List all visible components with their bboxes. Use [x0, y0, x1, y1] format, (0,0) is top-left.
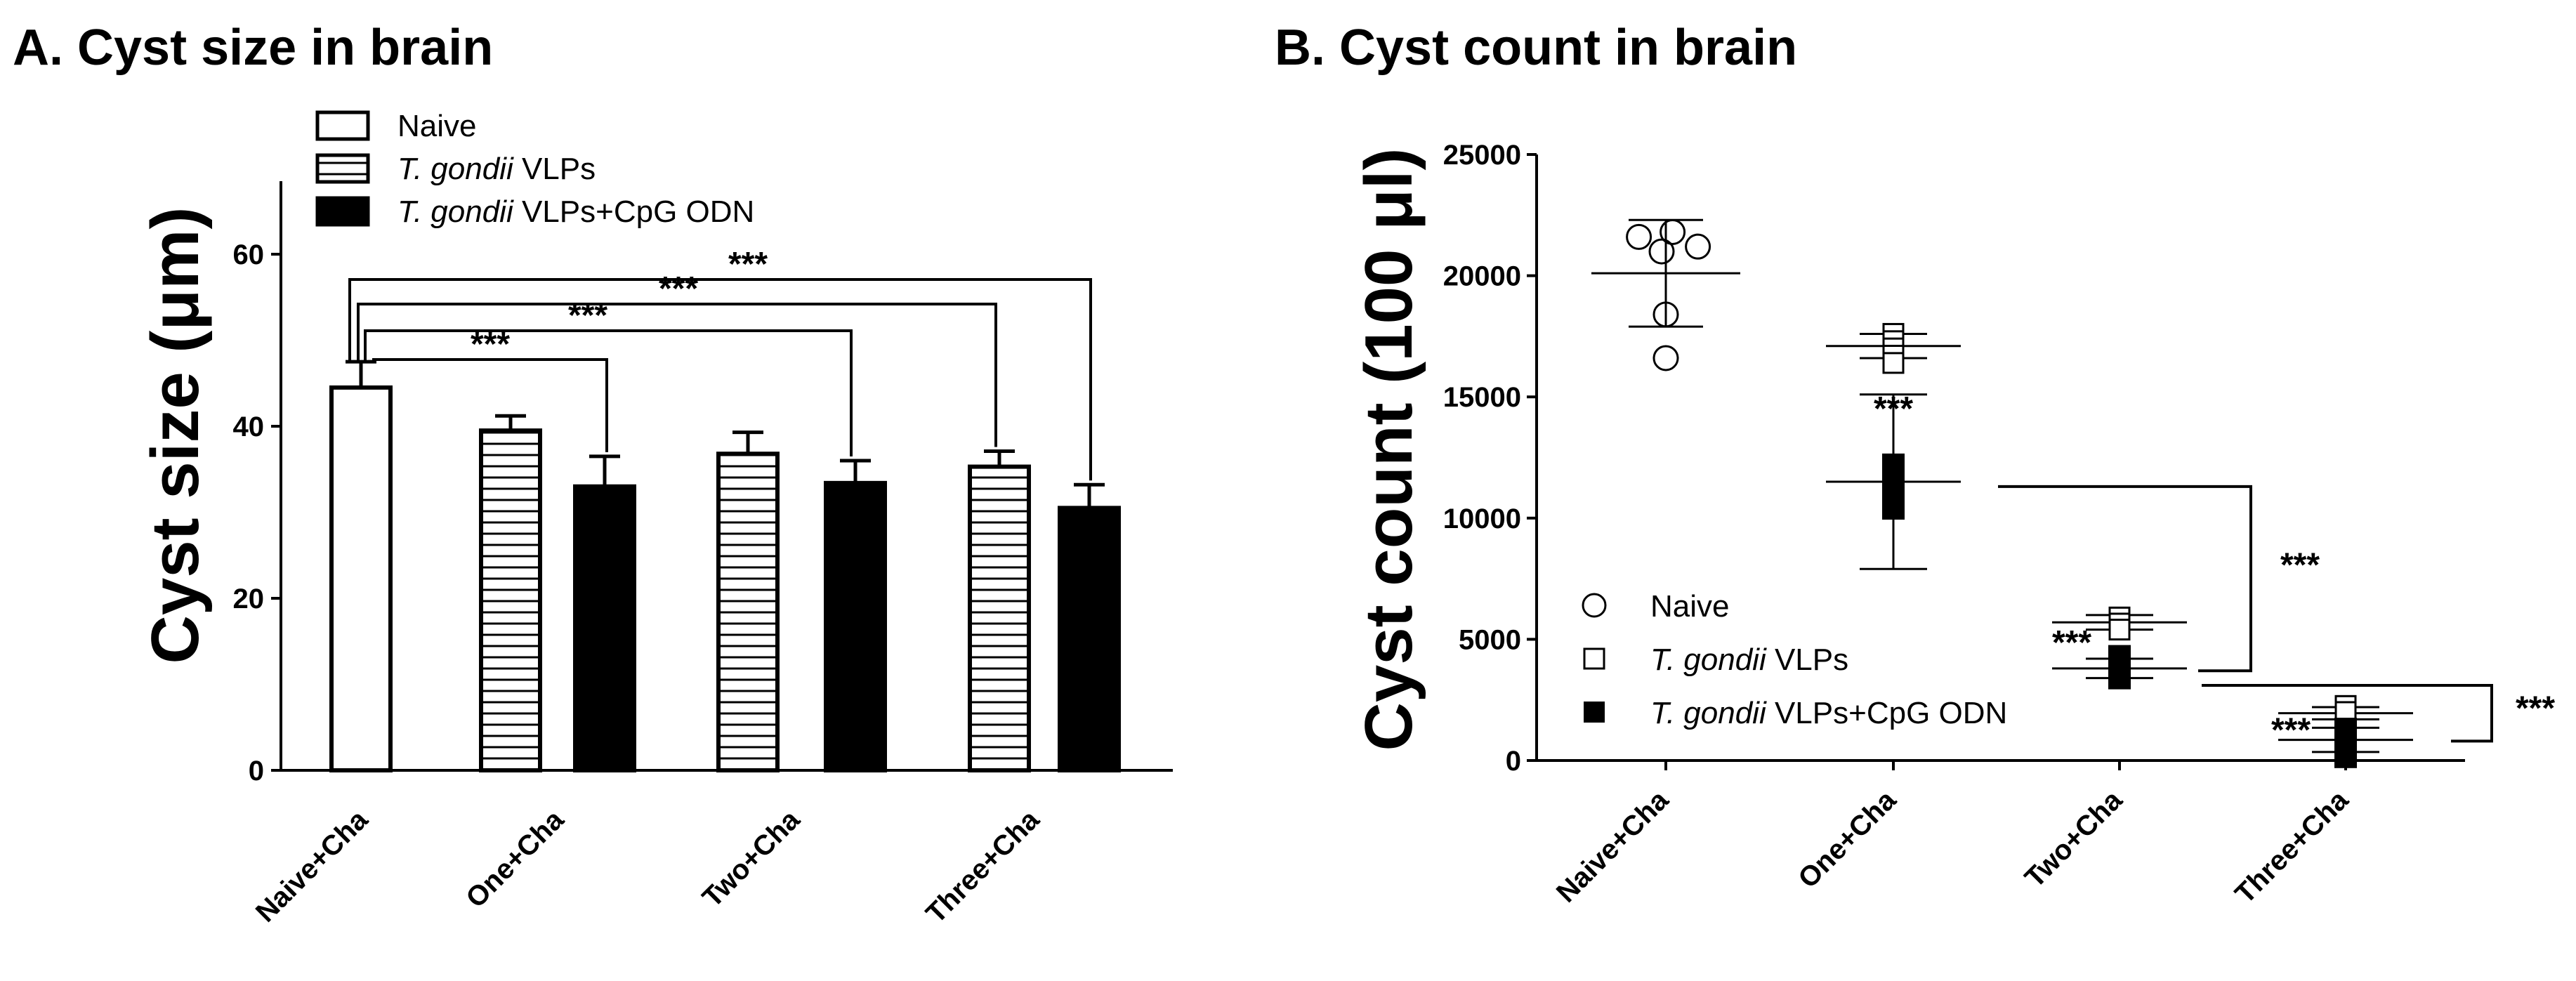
panel-a-bar: [329, 385, 393, 772]
panel-b-point: [2334, 745, 2357, 768]
panel-a-bar: [1058, 506, 1121, 772]
panel-b-significance-label: ***: [2052, 624, 2091, 661]
panel-b-point: [1660, 218, 1686, 245]
panel-a-legend-swatch: [315, 153, 370, 184]
panel-b-legend-marker: [1583, 647, 1605, 670]
panel-b-legend-label: T. gondii VLPs+CpG ODN: [1650, 696, 2007, 730]
panel-a-y-tick-label: 0: [249, 756, 264, 786]
panel-a-significance-bracket: [372, 358, 608, 452]
panel-a-significance-bracket: [364, 329, 853, 456]
panel-b-category-labels: Naive+Cha One+Cha Two+Cha Three+Cha: [1551, 784, 2355, 910]
panel-b-points: [1591, 218, 2413, 768]
panel-b-y-tick-label: 20000: [1443, 261, 1521, 292]
panel-b-significance-bracket: [2202, 683, 2493, 743]
panel-a-significance: ************: [348, 246, 1092, 481]
panel-a-y-tick-label: 40: [233, 412, 265, 442]
panel-b-y-tick-label: 10000: [1443, 503, 1521, 534]
panel-a-y-axis-label: Cyst size (μm): [138, 207, 213, 664]
panel-a-bar: [479, 428, 542, 772]
panel-b-significance-bracket: [1998, 485, 2252, 673]
panel-a-bar: [573, 484, 636, 772]
panel-b-category-label: Naive+Cha: [1551, 784, 1675, 909]
panel-b-y-tick-label: 0: [1506, 746, 1521, 777]
panel-a-y-tick-label: 20: [233, 584, 265, 614]
panel-a-legend: Naive T. gondii VLPs T. gondii VLPs+CpG OD…: [315, 109, 754, 229]
panel-b-category-label: Three+Cha: [2229, 784, 2355, 910]
panel-b-legend-marker: [1584, 702, 1605, 723]
panel-b-significance-label: ***: [2280, 547, 2320, 584]
panel-a-legend-label: T. gondii VLPs: [397, 152, 596, 186]
panel-b-point: [2108, 619, 2131, 641]
panel-a-category-label: Naive+Cha: [250, 804, 374, 928]
panel-b-significance: *** *** *** *** ***: [1874, 390, 2555, 749]
panel-a-significance-bracket: [348, 278, 1092, 481]
panel-b-y-tick-label: 5000: [1459, 624, 1521, 655]
panel-a-legend-label: Naive: [397, 109, 477, 143]
panel-b-point: [2108, 666, 2131, 690]
panel-b: B. Cyst count in brain Cyst count (100 μ…: [1275, 20, 2555, 909]
panel-a-legend-swatch: [315, 196, 370, 227]
panel-a-title: A. Cyst size in brain: [13, 20, 493, 76]
panel-a-category-label: Three+Cha: [920, 804, 1046, 930]
panel-b-category-label: Two+Cha: [2019, 784, 2129, 894]
panel-a-bar: [716, 452, 780, 772]
panel-a-category-label: Two+Cha: [697, 804, 806, 914]
panel-b-y-axis-label: Cyst count (100 μl): [1351, 148, 1426, 751]
panel-b-point: [1652, 345, 1679, 371]
panel-a-category-labels: Naive+Cha One+Cha Two+Cha Three+Cha: [250, 804, 1046, 930]
panel-b-legend-label: Naive: [1650, 589, 1730, 624]
panel-b-point: [1652, 301, 1679, 328]
panel-b-y-tick-label: 15000: [1443, 382, 1521, 413]
panel-a-legend-swatch: [315, 110, 370, 141]
panel-b-y-tick-label: 25000: [1443, 140, 1521, 171]
panel-b-point: [1626, 223, 1652, 250]
panel-a-category-label: One+Cha: [460, 804, 570, 914]
panel-b-point: [1882, 496, 1905, 520]
panel-b-point: [1882, 352, 1905, 374]
panel-b-category-label: One+Cha: [1792, 784, 1903, 895]
panel-b-title: B. Cyst count in brain: [1275, 20, 1797, 76]
panel-b-point: [1648, 238, 1675, 265]
panel-a-y-tick-label: 60: [233, 239, 265, 270]
panel-b-axes: 0 5000 10000 15000 20000 25000: [1443, 140, 2465, 777]
panel-b-legend-marker: [1582, 593, 1607, 618]
panel-a-bar: [968, 464, 1031, 772]
panel-a-significance-label: ***: [568, 297, 607, 334]
panel-b-legend: Naive T. gondii VLPs T. gondii VLPs+CpG OD…: [1582, 589, 2007, 730]
panel-a: A. Cyst size in brain Cyst size (μm) Nai…: [13, 20, 1173, 929]
panel-b-significance-label: ***: [2516, 690, 2555, 727]
panel-b-point: [1685, 233, 1711, 260]
panel-b-legend-label: T. gondii VLPs: [1650, 643, 1848, 677]
panel-a-bar: [824, 480, 887, 772]
panel-a-significance-label: ***: [659, 270, 698, 308]
panel-a-significance-label: ***: [728, 246, 768, 283]
panel-a-significance-bracket: [357, 303, 997, 447]
panel-a-legend-label: T. gondii VLPs+CpG ODN: [397, 195, 754, 229]
panel-b-significance-label: ***: [2271, 711, 2311, 749]
panel-a-bars: [329, 360, 1121, 772]
panel-b-significance-label: ***: [1874, 390, 1913, 428]
